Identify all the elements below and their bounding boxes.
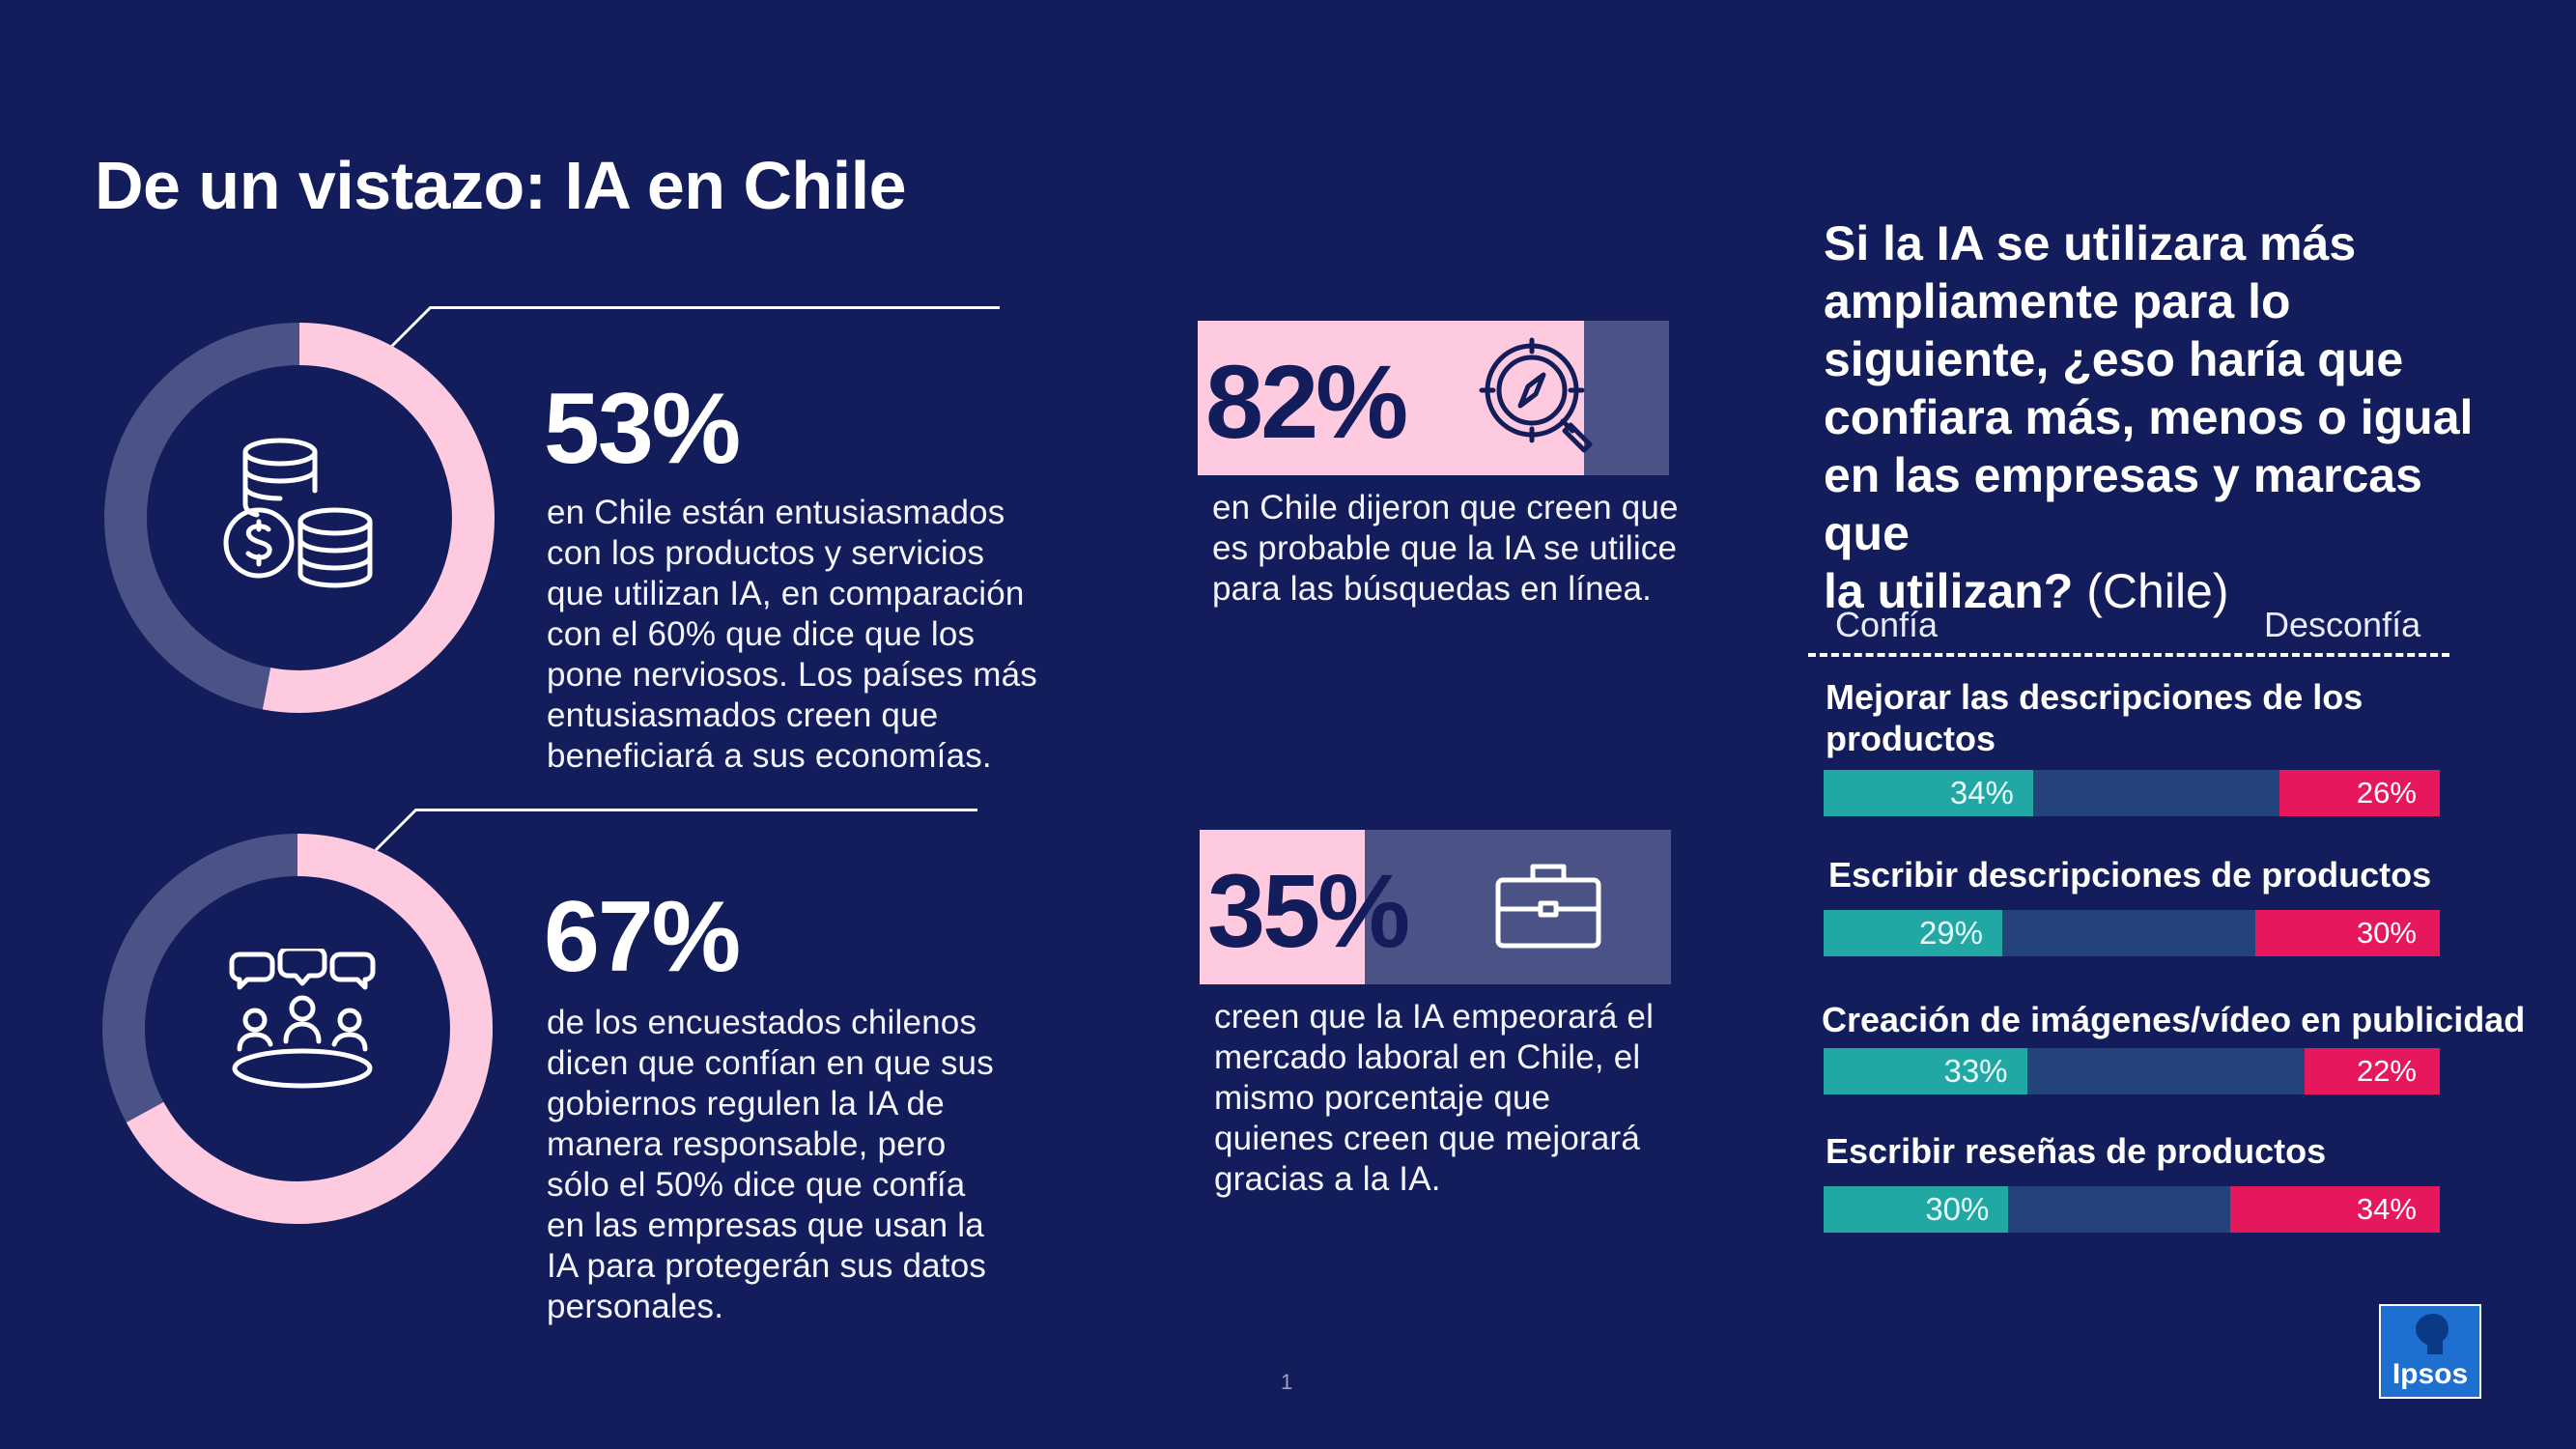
compass-search-icon	[1479, 337, 1593, 453]
coins-dollar-icon	[223, 438, 373, 588]
bar-segment-neutral	[2002, 910, 2255, 956]
text-line: personales.	[547, 1288, 724, 1325]
text-line: gobiernos regulen la IA de	[547, 1085, 945, 1122]
bar-category-label: Escribir reseñas de productos	[1826, 1130, 2326, 1172]
text-line: sólo el 50% dice que confía	[547, 1166, 966, 1204]
page-title: De un vistazo: IA en Chile	[95, 148, 907, 223]
text-line: pone nerviosos. Los países más	[547, 656, 1037, 694]
bar-category-label: Mejorar las descripciones de los product…	[1826, 676, 2363, 759]
bar-segment-trust: 34%	[1824, 770, 2033, 816]
bar-segment-trust: 33%	[1824, 1048, 2027, 1094]
question-line: Si la IA se utilizara más	[1824, 216, 2357, 270]
stat-box-fill	[1200, 830, 1365, 984]
label-line: productos	[1826, 719, 1996, 758]
question-bold: la utilizan?	[1824, 564, 2074, 618]
label-line: Escribir descripciones de productos	[1828, 855, 2432, 895]
legend-divider	[1808, 653, 2449, 657]
bar-category-label: Creación de imágenes/vídeo en publicidad	[1822, 999, 2525, 1040]
text-line: de los encuestados chilenos	[547, 1004, 977, 1041]
bar-segment-distrust: 22%	[2304, 1048, 2440, 1094]
text-line: creen que la IA empeorará el	[1214, 998, 1655, 1036]
text-line: con los productos y servicios	[547, 534, 985, 572]
stat-description: de los encuestados chilenos dicen que co…	[547, 1003, 994, 1327]
stat-description: en Chile están entusiasmados con los pro…	[547, 493, 1037, 777]
text-line: para las búsquedas en línea.	[1212, 570, 1653, 608]
callout-line	[415, 809, 977, 811]
text-line: manera responsable, pero	[547, 1125, 947, 1163]
callout-line	[430, 306, 1000, 309]
stat-description: creen que la IA empeorará el mercado lab…	[1214, 997, 1654, 1200]
text-line: entusiasmados creen que	[547, 696, 939, 734]
text-line: mismo porcentaje que	[1214, 1079, 1551, 1117]
bar-segment-trust: 29%	[1824, 910, 2003, 956]
stat-value: 82%	[1205, 343, 1408, 460]
group-discussion-icon	[229, 949, 376, 1089]
stacked-bar: 29% 30%	[1824, 910, 2440, 956]
text-line: con el 60% que dice que los	[547, 615, 976, 653]
stacked-bar: 30% 34%	[1824, 1186, 2440, 1233]
text-line: en Chile dijeron que creen que	[1212, 489, 1679, 526]
callout-diagonal	[388, 305, 433, 350]
ipsos-logo: Ipsos	[2379, 1304, 2481, 1399]
stacked-bar: 33% 22%	[1824, 1048, 2440, 1094]
briefcase-icon	[1495, 864, 1601, 949]
question-line: siguiente, ¿eso haría que	[1824, 332, 2404, 386]
label-line: Mejorar las descripciones de los	[1826, 677, 2364, 717]
bar-segment-neutral	[2008, 1186, 2231, 1233]
stat-box: 82%	[1198, 321, 1669, 475]
stacked-bar: 34% 26%	[1824, 770, 2440, 816]
bar-segment-neutral	[2026, 1048, 2305, 1094]
donut-arc	[104, 323, 495, 713]
question-country: (Chile)	[2086, 564, 2229, 618]
text-line: beneficiará a sus economías.	[547, 737, 992, 775]
page-number: 1	[1281, 1370, 1293, 1394]
donut-arc	[102, 834, 493, 1224]
text-line: en las empresas que usan la	[547, 1207, 984, 1244]
text-line: dicen que confían en que sus	[547, 1044, 994, 1082]
bar-segment-distrust: 26%	[2279, 770, 2440, 816]
text-line: gracias a la IA.	[1214, 1160, 1441, 1198]
stat-value: 67%	[544, 881, 741, 993]
text-line: mercado laboral en Chile, el	[1214, 1038, 1641, 1076]
callout-diagonal	[374, 808, 418, 852]
label-line: Creación de imágenes/vídeo en publicidad	[1822, 1000, 2526, 1039]
logo-head-icon	[2416, 1314, 2449, 1354]
text-line: quienes creen que mejorará	[1214, 1120, 1641, 1157]
stat-value: 53%	[544, 373, 741, 485]
label-line: Escribir reseñas de productos	[1826, 1131, 2327, 1171]
stat-value: 35%	[1207, 852, 1410, 969]
question-line-last: la utilizan? (Chile)	[1824, 562, 2519, 620]
stat-description: en Chile dijeron que creen que es probab…	[1212, 488, 1679, 610]
bar-segment-trust: 30%	[1824, 1186, 2009, 1233]
legend-trust: Confía	[1835, 605, 1939, 644]
bar-segment-distrust: 34%	[2230, 1186, 2440, 1233]
stat-box: 35%	[1200, 830, 1671, 984]
text-line: en Chile están entusiasmados	[547, 494, 1005, 531]
bar-segment-distrust: 30%	[2254, 910, 2440, 956]
question-line: ampliamente para lo	[1824, 274, 2291, 328]
bar-segment-neutral	[2032, 770, 2280, 816]
donut-chart-53	[104, 323, 495, 713]
question-title: Si la IA se utilizara más ampliamente pa…	[1824, 214, 2519, 620]
legend-distrust: Desconfía	[2264, 605, 2421, 644]
question-line: confiara más, menos o igual	[1824, 390, 2474, 444]
text-line: IA para protegerán sus datos	[547, 1247, 987, 1285]
donut-chart-67	[102, 834, 493, 1224]
text-line: es probable que la IA se utilice	[1212, 529, 1678, 567]
text-line: que utilizan IA, en comparación	[547, 575, 1025, 612]
question-line: en las empresas y marcas que	[1824, 448, 2422, 560]
bar-category-label: Escribir descripciones de productos	[1828, 854, 2431, 895]
logo-text: Ipsos	[2392, 1358, 2469, 1390]
